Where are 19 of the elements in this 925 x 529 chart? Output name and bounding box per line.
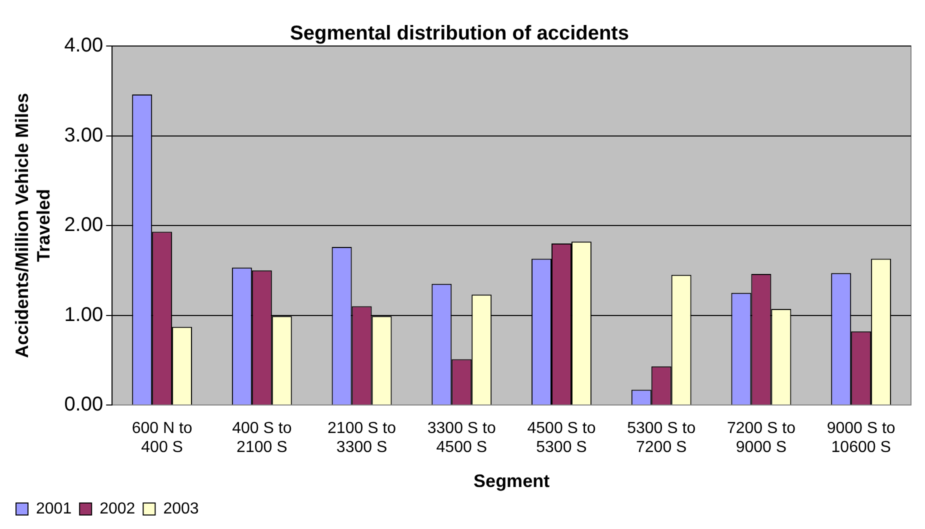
legend-label: 2003 — [163, 500, 199, 518]
y-axis-title: Accidents/Million Vehicle Miles Traveled — [12, 92, 54, 358]
y-tick-label: 2.00 — [64, 214, 104, 236]
x-tick-label: 4500 S to 5300 S — [527, 420, 596, 456]
legend-label: 2001 — [36, 500, 72, 518]
x-tick-label: 400 S to 2100 S — [232, 420, 292, 456]
legend-label: 2002 — [100, 500, 136, 518]
x-tick-label: 600 N to 400 S — [132, 420, 192, 456]
y-tick-label: 0.00 — [64, 394, 104, 416]
y-tick-label: 1.00 — [64, 304, 104, 326]
x-tick-label: 9000 S to 10600 S — [826, 420, 896, 456]
x-axis-title: Segment — [474, 471, 550, 492]
x-tick-label: 3300 S to 4500 S — [427, 420, 496, 456]
x-tick-label: 5300 S to 7200 S — [627, 420, 696, 456]
y-tick-label: 4.00 — [64, 34, 104, 57]
x-tick-label: 7200 S to 9000 S — [726, 420, 796, 456]
x-tick-label: 2100 S to 3300 S — [328, 420, 396, 456]
chart-title: Segmental distribution of accidents — [290, 22, 629, 45]
y-tick-label: 3.00 — [64, 124, 104, 146]
